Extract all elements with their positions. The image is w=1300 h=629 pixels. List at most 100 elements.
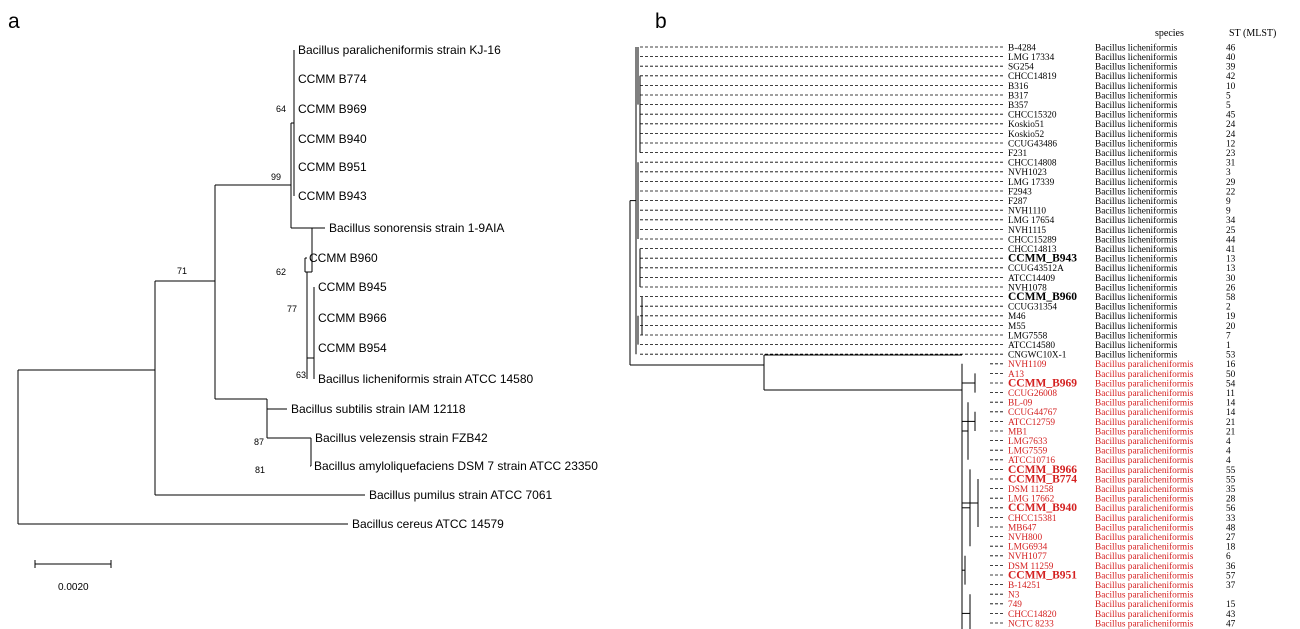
strain-label: Koskio52 bbox=[1008, 130, 1045, 140]
species-label: Bacillus licheniformis bbox=[1095, 62, 1178, 73]
st-value: 3 bbox=[1226, 168, 1231, 178]
species-label: Bacillus paralicheniformis bbox=[1095, 426, 1194, 437]
strain-label: CCMM_B940 bbox=[1008, 502, 1077, 514]
strain-label: ATCC14409 bbox=[1008, 274, 1055, 284]
species-label: Bacillus licheniformis bbox=[1095, 177, 1178, 188]
species-label: Bacillus licheniformis bbox=[1095, 292, 1178, 303]
st-value: 19 bbox=[1226, 312, 1236, 322]
species-label: Bacillus licheniformis bbox=[1095, 311, 1178, 322]
st-value: 7 bbox=[1226, 331, 1231, 341]
st-value: 27 bbox=[1226, 533, 1236, 543]
species-label: Bacillus licheniformis bbox=[1095, 340, 1178, 351]
strain-label: CCMM_B951 bbox=[1008, 569, 1077, 581]
bootstrap-value: 87 bbox=[254, 437, 264, 447]
st-value: 12 bbox=[1226, 139, 1236, 149]
species-label: Bacillus paralicheniformis bbox=[1095, 561, 1194, 572]
species-label: Bacillus paralicheniformis bbox=[1095, 388, 1194, 399]
strain-label: NVH800 bbox=[1008, 533, 1042, 543]
species-label: Bacillus licheniformis bbox=[1095, 71, 1178, 82]
species-label: Bacillus paralicheniformis bbox=[1095, 417, 1194, 428]
tree-a-taxon-label: CCMM B945 bbox=[318, 280, 387, 294]
strain-label: CCMM_B969 bbox=[1008, 377, 1077, 389]
st-value: 34 bbox=[1226, 216, 1236, 226]
species-column-header: species bbox=[1155, 28, 1184, 39]
strain-label: NVH1077 bbox=[1008, 552, 1047, 562]
species-label: Bacillus paralicheniformis bbox=[1095, 609, 1194, 620]
tree-b-branches bbox=[629, 46, 1005, 629]
species-label: Bacillus licheniformis bbox=[1095, 196, 1178, 207]
strain-label: CCUG26008 bbox=[1008, 389, 1057, 399]
strain-label: LMG 17654 bbox=[1008, 216, 1055, 226]
st-value: 16 bbox=[1226, 360, 1236, 370]
st-value: 24 bbox=[1226, 120, 1236, 130]
tree-a-taxon-label: CCMM B960 bbox=[309, 251, 378, 265]
species-label: Bacillus paralicheniformis bbox=[1095, 580, 1194, 591]
species-label: Bacillus licheniformis bbox=[1095, 321, 1178, 332]
st-value: 55 bbox=[1226, 466, 1236, 476]
strain-label: NVH1115 bbox=[1008, 226, 1046, 236]
tree-a-taxon-label: Bacillus licheniformis strain ATCC 14580 bbox=[318, 372, 534, 386]
species-label: Bacillus licheniformis bbox=[1095, 90, 1178, 101]
species-label: Bacillus paralicheniformis bbox=[1095, 398, 1194, 409]
species-label: Bacillus paralicheniformis bbox=[1095, 513, 1194, 524]
species-label: Bacillus licheniformis bbox=[1095, 302, 1178, 313]
tree-a-taxon-label: CCMM B954 bbox=[318, 341, 387, 355]
species-label: Bacillus licheniformis bbox=[1095, 148, 1178, 159]
species-label: Bacillus licheniformis bbox=[1095, 215, 1178, 226]
st-value: 11 bbox=[1226, 389, 1235, 399]
species-label: Bacillus licheniformis bbox=[1095, 129, 1178, 140]
species-label: Bacillus paralicheniformis bbox=[1095, 599, 1194, 610]
strain-label: A13 bbox=[1008, 370, 1024, 380]
strain-label: F231 bbox=[1008, 149, 1027, 159]
bootstrap-value: 63 bbox=[296, 370, 306, 380]
tree-a-taxon-label: Bacillus velezensis strain FZB42 bbox=[315, 431, 488, 445]
st-value: 13 bbox=[1226, 255, 1236, 265]
strain-label: NVH1023 bbox=[1008, 168, 1047, 178]
tree-a-taxon-label: CCMM B951 bbox=[298, 160, 367, 174]
strain-label: CHCC15381 bbox=[1008, 514, 1057, 524]
st-value: 4 bbox=[1226, 447, 1231, 457]
strain-label: CNGWC10X-1 bbox=[1008, 351, 1067, 361]
strain-label: B316 bbox=[1008, 82, 1028, 92]
st-value: 45 bbox=[1226, 111, 1236, 121]
species-label: Bacillus licheniformis bbox=[1095, 234, 1178, 245]
species-label: Bacillus paralicheniformis bbox=[1095, 542, 1194, 553]
scale-bar: 0.0020 bbox=[34, 560, 112, 593]
strain-label: ATCC10716 bbox=[1008, 456, 1055, 466]
st-value: 53 bbox=[1226, 351, 1236, 361]
tree-a-taxon-label: CCMM B969 bbox=[298, 102, 367, 116]
st-value: 2 bbox=[1226, 303, 1231, 313]
st-value: 36 bbox=[1226, 562, 1236, 572]
species-label: Bacillus licheniformis bbox=[1095, 225, 1178, 236]
st-value: 40 bbox=[1226, 53, 1236, 63]
strain-label: F287 bbox=[1008, 197, 1027, 207]
st-column-header: ST (MLST) bbox=[1229, 28, 1276, 39]
strain-label: B-4284 bbox=[1008, 43, 1036, 53]
species-label: Bacillus paralicheniformis bbox=[1095, 484, 1194, 495]
tree-a-taxon-label: CCMM B943 bbox=[298, 189, 367, 203]
st-value: 39 bbox=[1226, 63, 1236, 73]
st-value: 18 bbox=[1226, 543, 1236, 553]
species-label: Bacillus licheniformis bbox=[1095, 350, 1178, 361]
strain-label: CCMM_B943 bbox=[1008, 253, 1077, 265]
strain-label: CCMM_B774 bbox=[1008, 473, 1077, 485]
species-label: Bacillus paralicheniformis bbox=[1095, 570, 1194, 581]
species-label: Bacillus licheniformis bbox=[1095, 282, 1178, 293]
strain-label: 749 bbox=[1008, 600, 1022, 610]
species-label: Bacillus licheniformis bbox=[1095, 158, 1178, 169]
strain-label: CHCC14820 bbox=[1008, 610, 1057, 620]
bootstrap-value: 64 bbox=[276, 104, 286, 114]
bootstrap-value: 71 bbox=[177, 266, 187, 276]
panel-b: b species ST (MLST) B-4284 Bacillus liche… bbox=[629, 10, 1276, 629]
strain-label: CHCC15289 bbox=[1008, 235, 1057, 245]
st-value: 9 bbox=[1226, 197, 1231, 207]
st-value: 35 bbox=[1226, 485, 1236, 495]
strain-label: LMG 17662 bbox=[1008, 495, 1055, 505]
strain-label: CHCC14819 bbox=[1008, 72, 1057, 82]
species-label: Bacillus paralicheniformis bbox=[1095, 446, 1194, 457]
tree-a-taxon-label: Bacillus sonorensis strain 1-9AIA bbox=[329, 221, 504, 235]
strain-label: CCUG31354 bbox=[1008, 303, 1057, 313]
st-value: 33 bbox=[1226, 514, 1236, 524]
